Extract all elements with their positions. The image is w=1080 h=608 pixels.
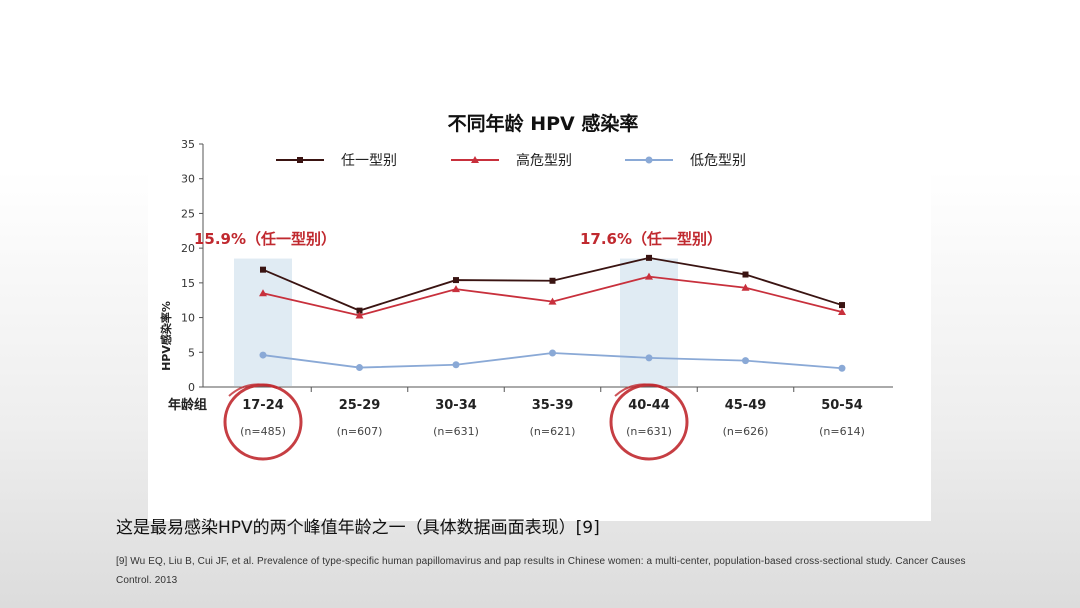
data-point: [452, 361, 460, 369]
x-tick-label: 30-34: [435, 398, 477, 413]
chart-figure: 不同年龄 HPV 感染率 任一型别 高危型别 低危型别 0 5 10 15 20 25 30 35…: [148, 84, 931, 521]
sample-size-label: (n=631): [626, 425, 672, 438]
peak-annotation: 17.6%（任一型别）: [580, 230, 722, 248]
data-point: [645, 354, 653, 362]
data-point: [453, 277, 459, 284]
sample-size-label: (n=621): [530, 425, 576, 438]
data-point: [356, 307, 363, 314]
highlight-band: [620, 258, 678, 386]
legend-marker: [297, 157, 303, 163]
y-tick-label: 0: [188, 381, 195, 394]
highlight-bands: [234, 258, 678, 386]
y-axis-label: HPV感染率%: [159, 301, 173, 371]
x-tick-label: 35-39: [532, 398, 574, 413]
y-tick-label: 20: [181, 242, 195, 255]
x-tick-label: 45-49: [725, 398, 767, 413]
legend-label: 高危型别: [516, 152, 572, 169]
emphasis-stroke: [614, 383, 664, 397]
data-point: [260, 266, 266, 273]
emphasis-stroke: [228, 383, 278, 397]
data-point: [742, 271, 749, 278]
data-point: [646, 254, 652, 261]
data-point: [452, 285, 460, 293]
sample-size-label: (n=614): [819, 425, 865, 438]
x-axis-label: 年龄组: [168, 397, 207, 413]
data-point: [356, 364, 363, 372]
y-tick-label: 5: [188, 346, 195, 359]
line-chart: 不同年龄 HPV 感染率 任一型别 高危型别 低危型别 0 5 10 15 20 25 30 35…: [159, 112, 893, 461]
legend-label: 任一型别: [341, 153, 397, 169]
y-tick-label: 10: [181, 312, 195, 325]
data-point: [259, 289, 267, 297]
data-point: [549, 349, 556, 357]
data-point: [355, 311, 364, 319]
x-tick-label: 40-44: [628, 398, 670, 413]
reference-citation: [9] Wu EQ, Liu B, Cui JF, et al. Prevale…: [116, 556, 966, 586]
legend-marker: [645, 156, 653, 164]
legend-label: 低危型别: [690, 153, 746, 169]
sample-size-label: (n=607): [337, 425, 383, 438]
emphasis-circle: [609, 383, 689, 461]
sample-size-label: (n=626): [723, 425, 769, 438]
sample-size-label: (n=631): [433, 425, 479, 438]
y-tick-label: 35: [181, 138, 195, 151]
annotations: 15.9%（任一型别） 17.6%（任一型别）: [194, 230, 722, 248]
data-point: [838, 308, 846, 316]
data-point: [838, 364, 846, 372]
axes: 0 5 10 15 20 25 30 35 17-24 (n=485) 25-29 (n=607) 30…: [181, 138, 893, 438]
data-point: [259, 351, 267, 359]
x-tick-label: 17-24: [242, 398, 284, 413]
y-tick-label: 30: [181, 173, 195, 186]
data-point: [742, 357, 749, 365]
data-point: [741, 283, 750, 291]
highlight-band: [234, 258, 292, 386]
peak-annotation: 15.9%（任一型别）: [194, 230, 336, 248]
data-point: [645, 272, 653, 280]
slide-caption: 这是最易感染HPV的两个峰值年龄之一（具体数据画面表现）[9]: [116, 518, 600, 538]
sample-size-label: (n=485): [240, 425, 286, 438]
x-tick-label: 50-54: [821, 398, 863, 413]
legend-marker: [471, 156, 479, 163]
y-tick-label: 15: [181, 277, 195, 290]
series-group: [259, 254, 846, 372]
data-point: [839, 302, 845, 309]
data-point: [548, 297, 557, 305]
emphasis-circle: [223, 383, 303, 461]
emphasis-circles: [223, 383, 689, 461]
x-tick-label: 25-29: [339, 398, 381, 413]
legend: 任一型别 高危型别 低危型别: [276, 152, 746, 169]
data-point: [549, 277, 556, 284]
y-tick-label: 25: [181, 207, 195, 220]
chart-title: 不同年龄 HPV 感染率: [448, 112, 639, 135]
